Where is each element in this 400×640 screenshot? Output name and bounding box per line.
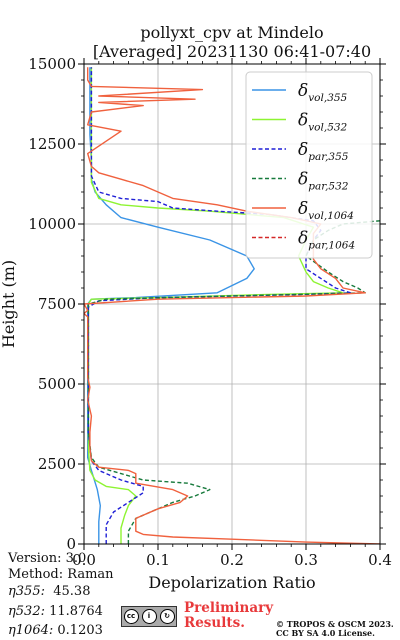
legend-symbol: δ: [298, 170, 308, 190]
x-axis-label: Depolarization Ratio: [148, 573, 315, 592]
license-line2: CC BY SA 4.0 License.: [276, 628, 375, 638]
x-tick-label: 0.1: [146, 551, 170, 569]
legend-symbol: δ: [298, 81, 308, 101]
legend-box: [245, 71, 373, 259]
sa-icon: ↻: [159, 609, 175, 624]
series-line-vol-355: [87, 67, 255, 544]
axis-ticks: 0.0 0.1 0.2 0.3 0.4 0 2500 5000 7500 10000 12500 15…: [28, 55, 392, 569]
eta355-text: η355: 45.38: [8, 583, 90, 600]
y-tick-label: 12500: [28, 135, 76, 153]
legend-subscript: vol,1064: [308, 210, 354, 222]
cc-license-badge: cc i ↻: [121, 606, 177, 627]
by-icon: i: [141, 609, 157, 624]
legend-subscript: par,1064: [308, 240, 355, 252]
series-line-par-532: [87, 220, 380, 544]
version-text: Version: 3.0: [8, 551, 87, 566]
cc-icon: cc: [123, 609, 139, 624]
license-text: © TROPOS & OSCM 2023. CC BY SA 4.0 Licen…: [276, 620, 394, 638]
legend-symbol: δ: [298, 111, 308, 131]
legend-subscript: vol,532: [308, 122, 347, 134]
legend-subscript: par,355: [308, 151, 349, 163]
x-tick-label: 0.0: [72, 551, 96, 569]
preliminary-line2: Results.: [184, 615, 245, 631]
license-line1: © TROPOS & OSCM 2023.: [276, 619, 394, 629]
legend: δvol,355δvol,532δpar,355δpar,532δvol,106…: [245, 71, 373, 259]
preliminary-notice: Preliminary Results.: [184, 601, 273, 631]
x-tick-label: 0.2: [220, 551, 244, 569]
preliminary-line1: Preliminary: [184, 600, 274, 616]
legend-entry-vol-355: δvol,355: [298, 81, 348, 104]
x-tick-label: 0.4: [368, 551, 392, 569]
eta1064-value: 0.1203: [57, 623, 103, 638]
legend-entry-vol-1064: δvol,1064: [298, 199, 354, 222]
legend-subscript: vol,355: [308, 92, 347, 104]
chart-title: pollyxt_cpv at Mindelo: [140, 23, 323, 42]
eta355-value: 45.38: [53, 584, 91, 599]
y-tick-label: 0: [66, 535, 76, 553]
eta532-value: 11.8764: [49, 604, 103, 619]
series-layer: [84, 67, 380, 544]
method-text: Method: Raman: [8, 567, 114, 582]
y-tick-label: 10000: [28, 215, 76, 233]
legend-entry-par-1064: δpar,1064: [298, 229, 355, 252]
legend-symbol: δ: [298, 199, 308, 219]
y-tick-label: 2500: [38, 455, 76, 473]
eta1064-label: η1064:: [8, 623, 54, 638]
x-tick-label: 0.3: [294, 551, 318, 569]
y-tick-label: 7500: [38, 295, 76, 313]
y-tick-label: 5000: [38, 375, 76, 393]
legend-entry-vol-532: δvol,532: [298, 111, 348, 134]
legend-subscript: par,532: [308, 181, 349, 193]
series-line-vol-1064: [84, 67, 380, 544]
series-line-par-355: [87, 67, 352, 544]
chart-subtitle: [Averaged] 20231130 06:41-07:40: [93, 42, 371, 61]
legend-symbol: δ: [298, 140, 308, 160]
series-line-vol-532: [87, 67, 344, 544]
eta355-label: η355:: [8, 584, 45, 599]
eta532-label: η532:: [8, 604, 45, 619]
eta1064-text: η1064: 0.1203: [8, 622, 103, 639]
y-axis-label: Height (m): [0, 260, 18, 348]
eta532-text: η532: 11.8764: [8, 603, 103, 620]
legend-entry-par-355: δpar,355: [298, 140, 349, 163]
legend-symbol: δ: [298, 229, 308, 249]
legend-entry-par-532: δpar,532: [298, 170, 349, 193]
y-tick-label: 15000: [28, 55, 76, 73]
